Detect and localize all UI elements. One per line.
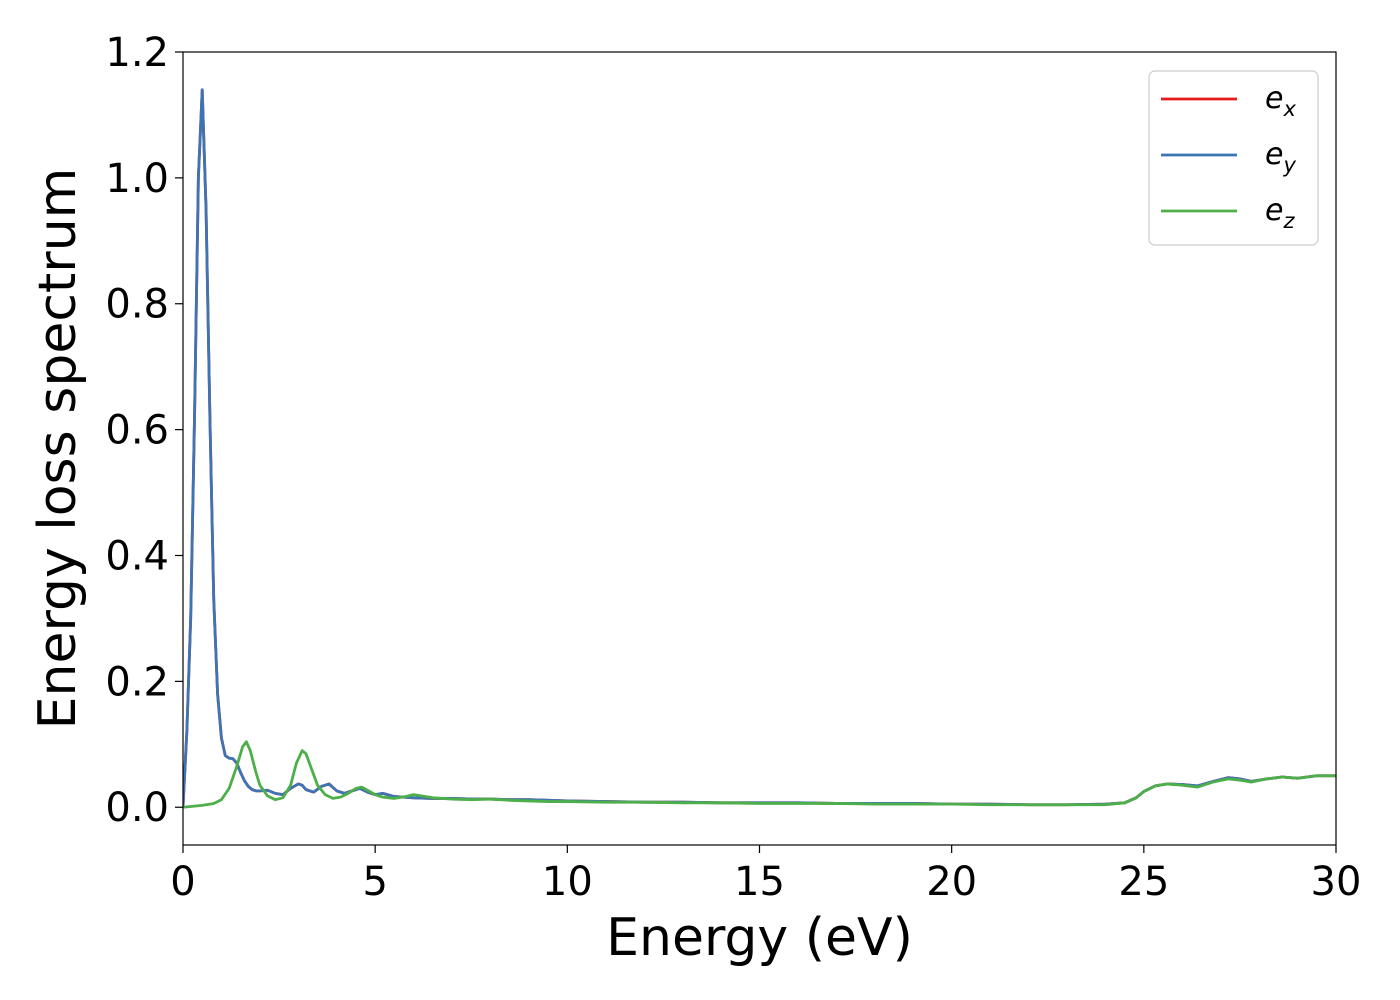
- y-axis-ticks: 0.0 0.2 0.4 0.6 0.8 1.0 1.2: [105, 30, 183, 831]
- legend-label: ez: [1265, 193, 1295, 233]
- legend-label: ey: [1265, 137, 1296, 177]
- y-tick-label: 0.0: [105, 785, 169, 831]
- y-tick-label: 0.8: [105, 282, 169, 328]
- legend-box: [1148, 70, 1319, 246]
- x-tick-label: 5: [362, 859, 387, 905]
- x-axis-ticks: 0 5 10 15 20 25 30: [170, 845, 1361, 905]
- plot-lines: [183, 88, 1336, 809]
- legend: ex ey ez: [1148, 70, 1319, 246]
- x-tick-label: 25: [1118, 859, 1169, 905]
- x-axis-title: Energy (eV): [606, 908, 913, 968]
- x-tick-label: 20: [926, 859, 977, 905]
- y-tick-label: 0.2: [105, 659, 169, 705]
- x-tick-label: 10: [542, 859, 593, 905]
- y-tick-label: 1.0: [105, 156, 169, 202]
- y-axis-title: Energy loss spectrum: [28, 168, 88, 730]
- y-tick-label: 0.6: [105, 408, 169, 454]
- series-line-e-z: [183, 740, 1336, 809]
- x-tick-label: 30: [1311, 859, 1362, 905]
- x-tick-label: 15: [734, 859, 785, 905]
- y-tick-label: 1.2: [105, 30, 169, 76]
- x-tick-label: 0: [170, 859, 195, 905]
- y-tick-label: 0.4: [105, 533, 169, 579]
- legend-label: ex: [1265, 81, 1296, 121]
